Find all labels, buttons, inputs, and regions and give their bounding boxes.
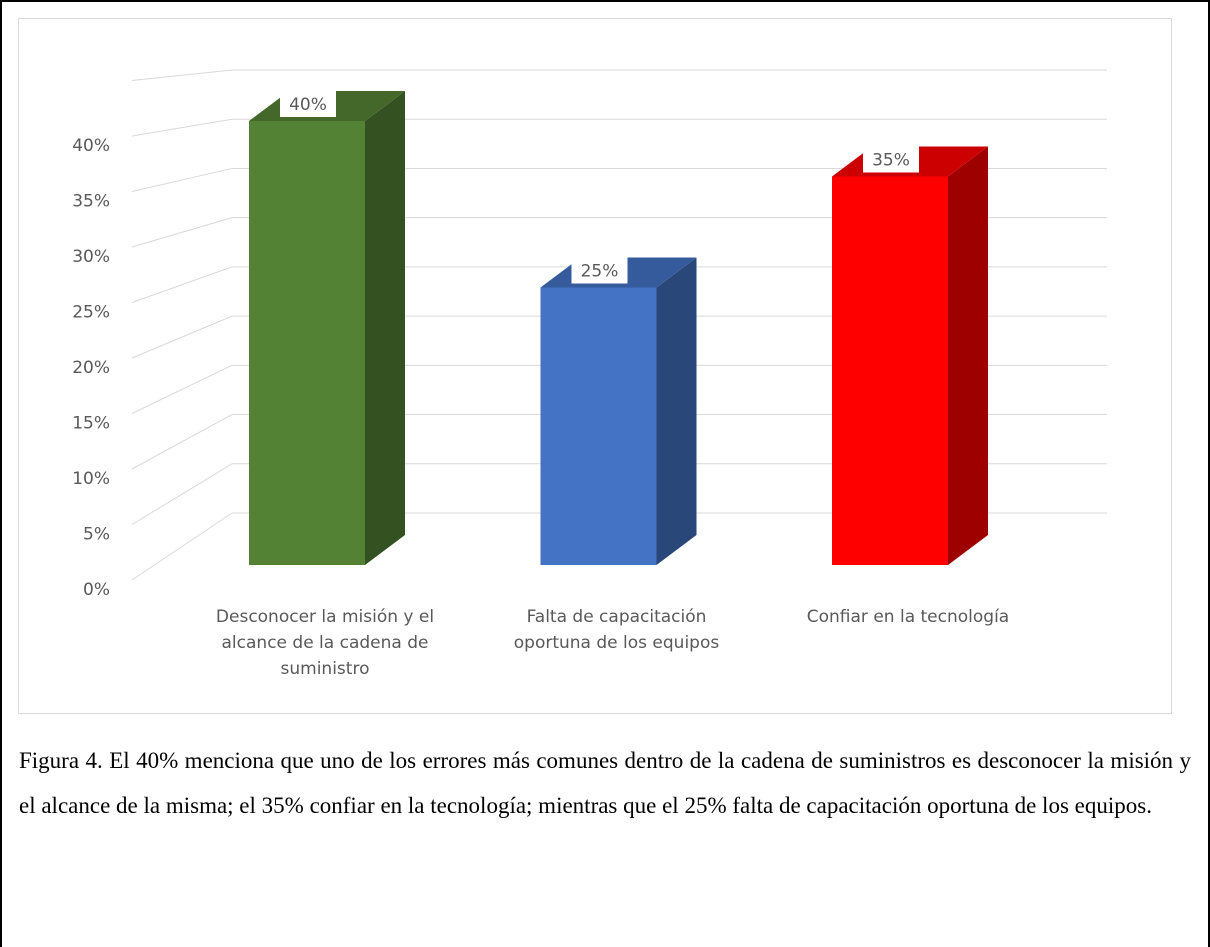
y-tick-label: 40% xyxy=(72,136,110,156)
grid-line xyxy=(131,315,233,359)
y-tick-label: 0% xyxy=(83,580,110,600)
value-label: 40% xyxy=(289,95,327,115)
bar xyxy=(540,287,657,565)
grid-line xyxy=(131,217,233,248)
chart-frame xyxy=(18,18,1172,714)
y-tick-label: 35% xyxy=(72,192,110,212)
y-tick-label: 30% xyxy=(72,247,110,267)
y-tick-label: 25% xyxy=(72,303,110,323)
value-label: 25% xyxy=(581,262,619,282)
value-label: 35% xyxy=(872,151,910,171)
grid-line xyxy=(131,364,233,414)
value-label-box xyxy=(571,257,628,284)
bar xyxy=(249,121,365,565)
x-tick-label: Falta de capacitación oportuna de los eq… xyxy=(513,607,720,653)
bar-side xyxy=(365,91,405,565)
chart: 0% 5% 10% 15% 20% 25% 30% 35% 40% 40% 25% 35% xyxy=(72,69,1107,600)
grid-line xyxy=(131,266,233,303)
y-tick-label: 10% xyxy=(72,469,110,489)
x-tick-label: Desconocer la misión y el alcance de la … xyxy=(215,607,435,679)
y-tick-label: 15% xyxy=(72,414,110,434)
grid-line xyxy=(131,414,233,470)
y-tick-label: 5% xyxy=(83,525,110,545)
value-label-box xyxy=(280,91,336,117)
grid-line xyxy=(131,512,233,581)
bar-side xyxy=(948,146,988,565)
y-tick-label: 20% xyxy=(72,358,110,378)
bar-side xyxy=(656,257,697,565)
grid-line xyxy=(131,69,233,81)
value-label-box xyxy=(863,146,919,173)
bar xyxy=(832,176,948,565)
grid-line xyxy=(131,167,233,192)
caption: Figura 4. El 40% menciona que uno de los… xyxy=(19,748,1191,818)
grid-line xyxy=(131,463,233,525)
grid-line xyxy=(131,118,233,137)
x-tick-label: Confiar en la tecnología xyxy=(806,607,1010,627)
